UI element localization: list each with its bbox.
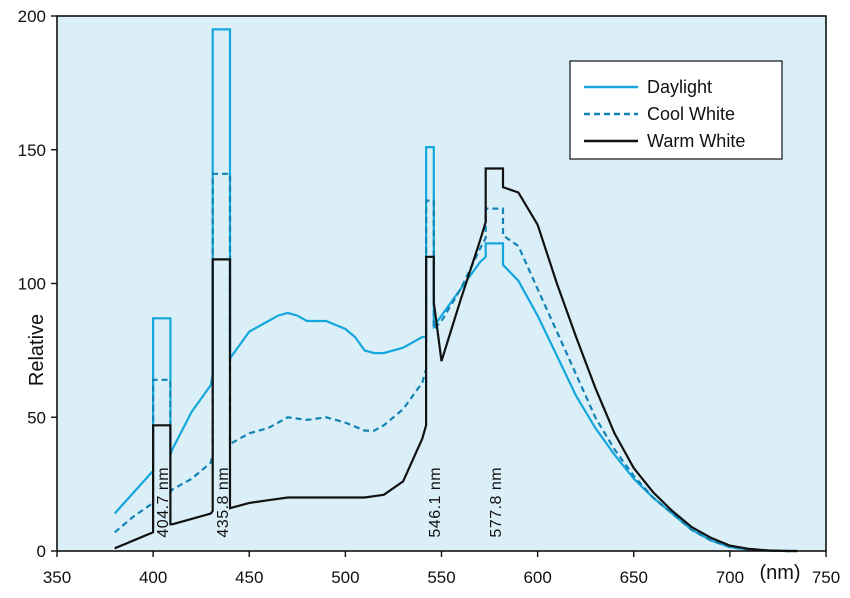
- legend-box: [569, 60, 783, 160]
- axis-layer: 350 400 450 500 550 600 650 700 750 0 50 100 150 200: [18, 7, 841, 587]
- annotation-layer: 404.7 nm 435.8 nm 546.1 nm 577.8 nm: [155, 467, 505, 538]
- x-tick-label: 550: [427, 568, 455, 587]
- legend-label-warm-white: Warm White: [647, 131, 745, 151]
- legend: Daylight Cool White Warm White: [569, 60, 783, 160]
- y-tick-label: 0: [37, 542, 46, 561]
- x-tick-label: 700: [716, 568, 744, 587]
- series-layer: [113, 28, 798, 553]
- x-tick-label: 350: [43, 568, 71, 587]
- legend-label-cool-white: Cool White: [647, 104, 735, 124]
- series-line-warm-white: [114, 167, 798, 553]
- wavelength-annotation: 577.8 nm: [488, 467, 505, 538]
- x-tick-label: 600: [523, 568, 551, 587]
- wavelength-annotation: 435.8 nm: [215, 467, 232, 538]
- x-tick-label: 450: [235, 568, 263, 587]
- x-tick-label: 650: [620, 568, 648, 587]
- y-tick-label: 200: [18, 7, 46, 26]
- series-line-cool-white: [113, 172, 798, 553]
- y-tick-label: 100: [18, 275, 46, 294]
- wavelength-annotation: 546.1 nm: [427, 467, 444, 538]
- y-tick-label: 50: [27, 408, 46, 427]
- x-axis-title: (nm): [759, 562, 800, 584]
- x-tick-label: 750: [812, 568, 840, 587]
- legend-label-daylight: Daylight: [647, 77, 712, 97]
- x-tick-label: 500: [331, 568, 359, 587]
- y-tick-label: 150: [18, 141, 46, 160]
- x-tick-label: 400: [139, 568, 167, 587]
- wavelength-annotation: 404.7 nm: [155, 467, 172, 538]
- y-axis-title: Relative: [26, 314, 48, 386]
